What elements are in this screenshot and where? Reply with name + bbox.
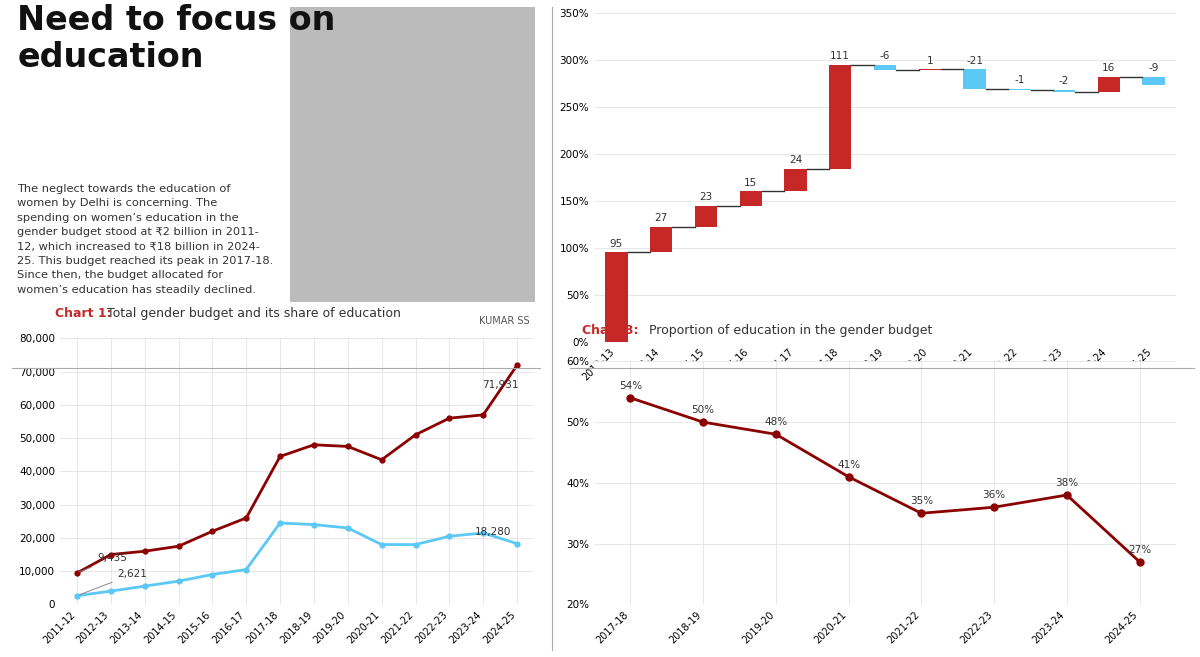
Text: 27: 27	[654, 214, 667, 223]
Text: Total gender budget and its share of education: Total gender budget and its share of edu…	[108, 307, 401, 320]
Bar	[785, 169, 806, 191]
Text: -2: -2	[1058, 76, 1069, 86]
Bar	[1052, 90, 1075, 92]
Text: 2,621: 2,621	[79, 570, 148, 595]
Bar	[1008, 89, 1031, 90]
Bar	[964, 70, 985, 89]
Bar	[829, 65, 852, 169]
Text: Proportion of education in the gender budget: Proportion of education in the gender bu…	[649, 324, 932, 337]
Text: 38%: 38%	[1055, 478, 1079, 487]
Text: 1: 1	[926, 56, 934, 66]
Text: 54%: 54%	[619, 380, 642, 390]
Text: 23: 23	[700, 192, 713, 202]
Text: The neglect towards the education of
women by Delhi is concerning. The
spending : The neglect towards the education of wom…	[17, 184, 274, 295]
Bar	[605, 252, 628, 342]
Bar	[874, 65, 896, 70]
Text: 36%: 36%	[983, 490, 1006, 500]
Text: Chart 3:: Chart 3:	[582, 324, 638, 337]
Text: 18,280: 18,280	[475, 528, 511, 537]
Text: 41%: 41%	[838, 459, 860, 470]
Text: -6: -6	[880, 51, 890, 61]
Text: 71,931: 71,931	[482, 380, 518, 390]
Bar	[695, 206, 718, 227]
Text: -1: -1	[1014, 76, 1025, 85]
Bar	[739, 191, 762, 206]
Text: 95: 95	[610, 238, 623, 249]
Text: 50%: 50%	[691, 405, 715, 415]
Text: 111: 111	[830, 51, 850, 61]
Bar	[1142, 77, 1165, 85]
Text: 16: 16	[1103, 63, 1116, 73]
Text: 27%: 27%	[1128, 545, 1151, 555]
Text: 15: 15	[744, 177, 757, 188]
Text: 48%: 48%	[764, 417, 787, 427]
Text: 24: 24	[788, 155, 802, 165]
Text: 35%: 35%	[910, 496, 932, 506]
Text: KUMAR SS: KUMAR SS	[479, 317, 530, 327]
Text: 9,435: 9,435	[79, 553, 127, 572]
Text: -21: -21	[966, 56, 983, 66]
Text: Need to focus on
education: Need to focus on education	[17, 4, 336, 74]
Text: Chart 1:: Chart 1:	[55, 307, 112, 320]
Bar	[650, 227, 672, 252]
Bar	[1098, 77, 1120, 92]
Text: -9: -9	[1148, 63, 1159, 73]
FancyBboxPatch shape	[289, 7, 535, 302]
